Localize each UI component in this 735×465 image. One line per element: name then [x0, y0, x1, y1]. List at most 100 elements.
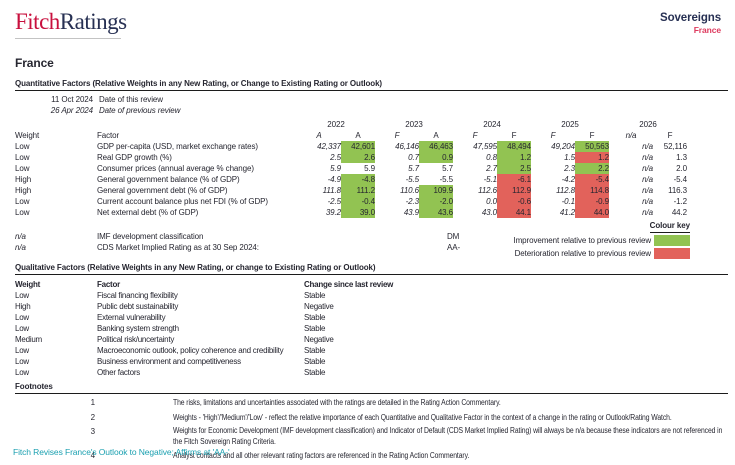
weight-cell: Low [15, 142, 30, 151]
weight-header: Weight [15, 131, 40, 140]
weight-cell: n/a [15, 232, 26, 241]
year-label: 2024 [483, 120, 501, 129]
weight-header: Weight [15, 280, 41, 289]
factor-cell: Business environment and competitiveness [97, 357, 241, 366]
quant-row: Low Net external debt (% of GDP) 39.2 39.0 4… [15, 207, 687, 218]
curr-value-cell: 44.1 [497, 207, 531, 218]
colour-key-label: Deterioration relative to previous revie… [514, 248, 652, 258]
value-cell: AA- [447, 243, 461, 252]
factor-cell: Real GDP growth (%) [97, 153, 172, 162]
prev-value-cell: -0.1 [561, 197, 575, 206]
factor-cell: Net external debt (% of GDP) [97, 208, 199, 217]
prev-flag: F [550, 131, 556, 140]
factor-header: Factor [97, 280, 120, 289]
change-cell: Stable [304, 324, 326, 333]
logo-underline [15, 38, 121, 39]
factor-header: Factor [97, 131, 120, 140]
curr-flag: F [589, 131, 595, 140]
curr-value-cell: 50,563 [575, 141, 609, 152]
footnotes-section: Footnotes 1 The risks, limitations and un… [15, 381, 728, 462]
quant-row: Low Consumer prices (annual average % cha… [15, 163, 687, 174]
prev-value-cell: n/a [642, 175, 653, 184]
curr-value-cell: 2.5 [497, 163, 531, 174]
prev-value-cell: 2.5 [330, 153, 341, 162]
prev-value-cell: -2.3 [405, 197, 419, 206]
improvement-swatch [654, 234, 690, 246]
qual-row: Low External vulnerability Stable [15, 312, 687, 323]
previous-review-date: 26 Apr 2024 [50, 106, 93, 115]
curr-value-cell: 116.3 [668, 186, 687, 195]
footnote-item: 3 Weights for Economic Development (IMF d… [15, 426, 728, 447]
prev-value-cell: -4.9 [327, 175, 341, 184]
prev-value-cell: 41.2 [559, 208, 575, 217]
prev-value-cell: n/a [642, 153, 653, 162]
deterioration-swatch [654, 247, 690, 259]
prev-flag: A [316, 131, 322, 140]
prev-value-cell: 111.8 [322, 186, 341, 195]
factor-cell: Banking system strength [97, 324, 179, 333]
footnotes-list: 1 The risks, limitations and uncertaintie… [15, 397, 728, 462]
value-cell: DM [447, 232, 460, 241]
curr-value-cell: 1.2 [575, 152, 609, 163]
header-right: Sovereigns France [660, 12, 721, 35]
prev-value-cell: n/a [642, 164, 653, 173]
curr-flag: F [511, 131, 517, 140]
footnote-text: Analyst contacts and all other relevant … [173, 451, 470, 460]
curr-value-cell: -1.2 [673, 197, 687, 206]
qual-table: Weight Factor Change since last review Low F… [15, 279, 687, 378]
curr-value-cell: -2.0 [419, 196, 453, 207]
footnote-number: 1 [90, 398, 95, 407]
prev-value-cell: 112.6 [478, 186, 497, 195]
factor-cell: Other factors [97, 368, 140, 377]
prev-value-cell: 39.2 [325, 208, 341, 217]
prev-value-cell: 47,595 [473, 142, 497, 151]
weight-cell: Low [15, 197, 30, 206]
curr-value-cell: 0.9 [419, 152, 453, 163]
footnote-text: Weights - 'High'/'Medium'/'Low' - reflec… [173, 412, 672, 422]
footnote-number: 2 [90, 412, 95, 422]
prev-value-cell: 46,146 [395, 142, 419, 151]
review-dates: 11 Oct 2024 Date of this review 26 Apr 20… [15, 94, 728, 116]
factor-cell: External vulnerability [97, 313, 166, 322]
footnote-text: The risks, limitations and uncertainties… [173, 398, 501, 407]
prev-value-cell: -2.5 [327, 197, 341, 206]
curr-value-cell: 42,601 [341, 141, 375, 152]
factor-cell: IMF development classification [97, 232, 204, 241]
rating-action-commentary-link[interactable]: Fitch Revises France's Outlook to Negati… [13, 447, 230, 457]
curr-value-cell: 46,463 [419, 141, 453, 152]
prev-value-cell: n/a [642, 186, 653, 195]
curr-value-cell: 5.9 [364, 164, 375, 173]
prev-value-cell: 5.9 [330, 164, 341, 173]
curr-value-cell: 1.3 [676, 153, 687, 162]
colour-key-label: Improvement relative to previous review [513, 235, 652, 245]
curr-value-cell: 1.2 [497, 152, 531, 163]
quant-row: High General government debt (% of GDP) 11… [15, 185, 687, 196]
prev-value-cell: 0.8 [486, 153, 497, 162]
curr-value-cell: 114.8 [575, 185, 609, 196]
qual-row: Low Banking system strength Stable [15, 323, 687, 334]
previous-review-date-row: 26 Apr 2024 Date of previous review [15, 105, 728, 116]
change-cell: Stable [304, 368, 326, 377]
page-title: France [15, 56, 54, 70]
prev-value-cell: 110.6 [400, 186, 419, 195]
colour-key-item: Improvement relative to previous review [513, 234, 690, 246]
quant-row: Low GDP per-capita (USD, market exchange … [15, 141, 687, 152]
prev-value-cell: 0.7 [408, 153, 419, 162]
change-cell: Negative [304, 302, 334, 311]
weight-cell: Low [15, 313, 29, 322]
weight-cell: Low [15, 346, 29, 355]
prev-value-cell: 1.5 [564, 153, 575, 162]
change-cell: Stable [304, 291, 326, 300]
prev-flag: F [472, 131, 478, 140]
change-cell: Negative [304, 335, 334, 344]
prev-value-cell: -4.2 [561, 175, 575, 184]
weight-cell: Low [15, 291, 29, 300]
change-header: Change since last review [304, 280, 394, 289]
this-review-date-row: 11 Oct 2024 Date of this review [15, 94, 728, 105]
prev-flag: n/a [625, 131, 637, 140]
quant-extra-row: n/a IMF development classification DM [15, 231, 728, 242]
prev-value-cell: n/a [642, 197, 653, 206]
curr-value-cell: -6.1 [497, 174, 531, 185]
